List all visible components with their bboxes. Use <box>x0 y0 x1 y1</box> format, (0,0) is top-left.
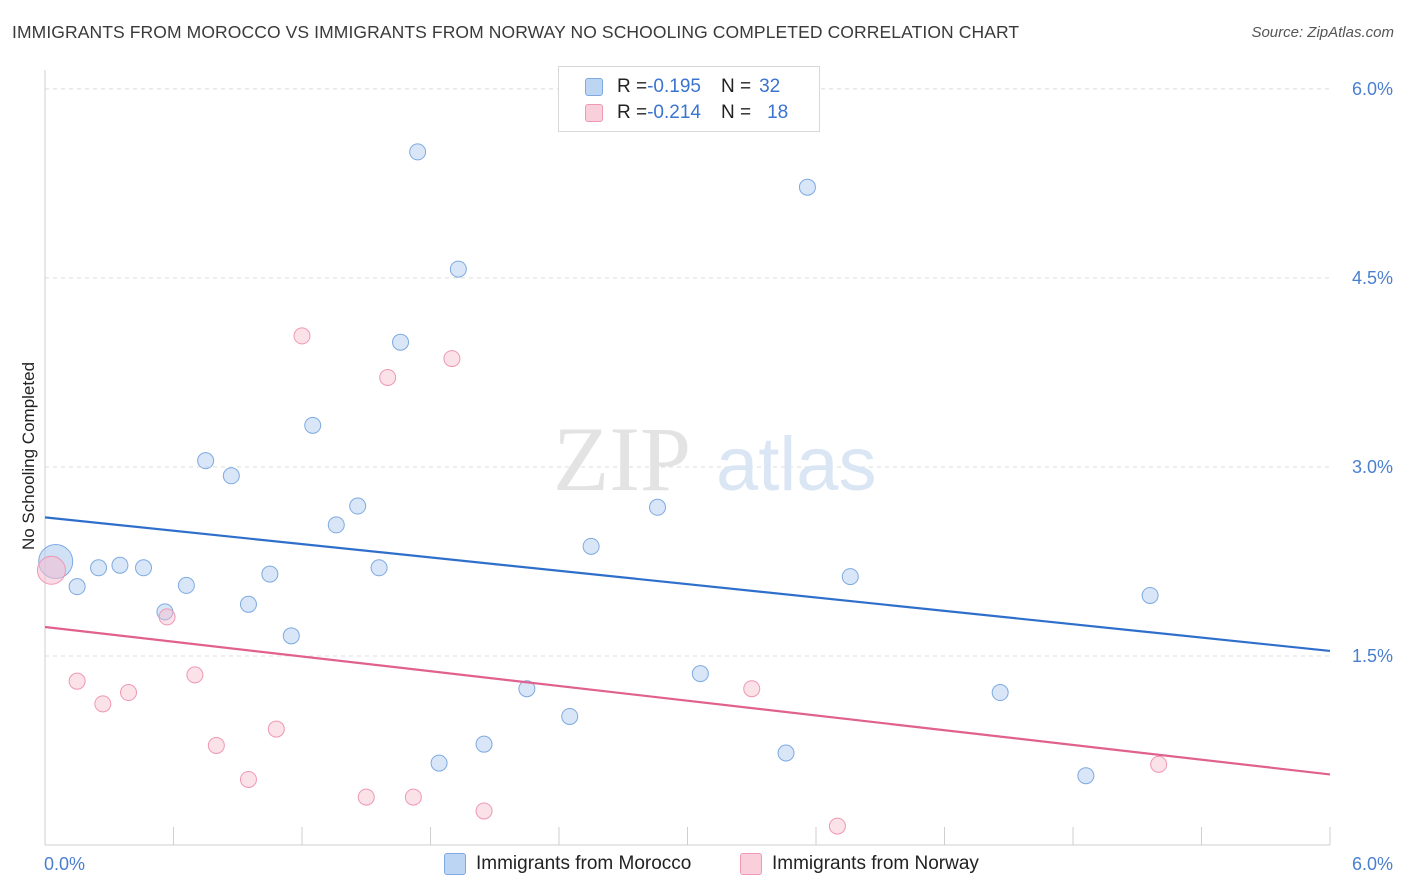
points-layer <box>36 143 1168 835</box>
legend-row-norway: R = -0.214 N = 18 <box>585 101 788 125</box>
point-norway <box>94 695 112 713</box>
point-morocco <box>197 452 215 470</box>
series-legend-swatch-norway <box>740 853 762 875</box>
chart-title: IMMIGRANTS FROM MOROCCO VS IMMIGRANTS FR… <box>12 22 1020 42</box>
point-morocco <box>370 559 388 577</box>
correlation-legend: R = -0.195 N = 32 R = -0.214 N = 18 <box>558 66 820 132</box>
legend-n-value-norway: 18 <box>767 102 789 123</box>
point-morocco <box>1077 767 1095 785</box>
point-norway <box>186 666 204 684</box>
point-morocco <box>177 576 195 594</box>
point-morocco <box>518 680 536 698</box>
y-tick-label: 4.5% <box>1352 268 1393 288</box>
point-norway <box>68 672 86 690</box>
point-morocco <box>282 627 300 645</box>
point-morocco <box>327 516 345 534</box>
point-morocco <box>222 467 240 485</box>
point-morocco <box>261 565 279 583</box>
point-morocco <box>841 568 859 586</box>
watermark: ZIP atlas <box>553 408 877 510</box>
legend-swatch-morocco <box>585 78 603 96</box>
point-morocco <box>135 559 153 577</box>
point-norway <box>828 817 846 835</box>
point-morocco <box>409 143 427 161</box>
point-morocco <box>649 498 667 516</box>
point-morocco <box>475 735 493 753</box>
trendline-morocco <box>44 516 1331 653</box>
legend-row-morocco: R = -0.195 N = 32 <box>585 75 780 99</box>
point-norway <box>158 608 176 626</box>
legend-r-value-norway: -0.214 <box>647 102 701 123</box>
legend-n-value-morocco: 32 <box>759 76 781 97</box>
grid-layer <box>45 88 1330 657</box>
y-axis-label: No Schooling Completed <box>19 362 38 550</box>
point-morocco <box>777 744 795 762</box>
point-morocco <box>1141 586 1159 604</box>
point-morocco <box>239 595 257 613</box>
series-legend-norway: Immigrants from Norway <box>740 852 979 876</box>
point-morocco <box>349 497 367 515</box>
series-legend-label-norway: Immigrants from Norway <box>772 853 979 874</box>
point-norway <box>404 788 422 806</box>
point-norway <box>293 327 311 345</box>
legend-r-label: R = <box>617 102 648 123</box>
series-legend-swatch-morocco <box>444 853 466 875</box>
point-morocco <box>991 684 1009 702</box>
watermark-atlas: atlas <box>716 422 877 507</box>
y-tick-label: 1.5% <box>1352 646 1393 666</box>
point-morocco <box>691 665 709 683</box>
legend-n-label: N = <box>720 102 752 123</box>
axis-layer: 1.5% 3.0% 4.5% 6.0% 0.0% 6.0% <box>44 70 1393 874</box>
point-morocco <box>430 754 448 772</box>
point-norway <box>379 368 397 386</box>
point-morocco <box>392 333 410 351</box>
point-norway <box>743 680 761 698</box>
series-legend-morocco: Immigrants from Morocco <box>444 852 691 876</box>
y-tick-label: 6.0% <box>1352 79 1393 99</box>
point-morocco <box>582 537 600 555</box>
watermark-zip: ZIP <box>553 408 691 510</box>
series-legend-label-morocco: Immigrants from Morocco <box>476 853 692 874</box>
x-tick-label: 0.0% <box>44 854 85 874</box>
point-morocco <box>90 559 108 577</box>
point-norway <box>267 720 285 738</box>
source-label: Source: ZipAtlas.com <box>1251 24 1394 41</box>
point-morocco <box>68 578 86 596</box>
point-norway <box>239 770 257 788</box>
legend-n-label: N = <box>720 76 752 97</box>
point-norway <box>475 802 493 820</box>
point-norway <box>1150 755 1168 773</box>
y-tick-label: 3.0% <box>1352 457 1393 477</box>
point-norway <box>207 736 225 754</box>
point-morocco <box>798 178 816 196</box>
point-norway <box>357 788 375 806</box>
point-norway <box>36 555 66 585</box>
point-morocco <box>111 556 129 574</box>
trendline-norway <box>44 625 1331 776</box>
point-morocco <box>561 707 579 725</box>
legend-swatch-norway <box>585 104 603 122</box>
trend-layer <box>44 516 1331 776</box>
x-tick-label: 6.0% <box>1352 854 1393 874</box>
point-morocco <box>304 416 322 434</box>
legend-r-label: R = <box>617 76 648 97</box>
legend-r-value-morocco: -0.195 <box>647 76 701 97</box>
point-norway <box>443 350 461 368</box>
point-morocco <box>449 260 467 278</box>
point-norway <box>120 684 138 702</box>
